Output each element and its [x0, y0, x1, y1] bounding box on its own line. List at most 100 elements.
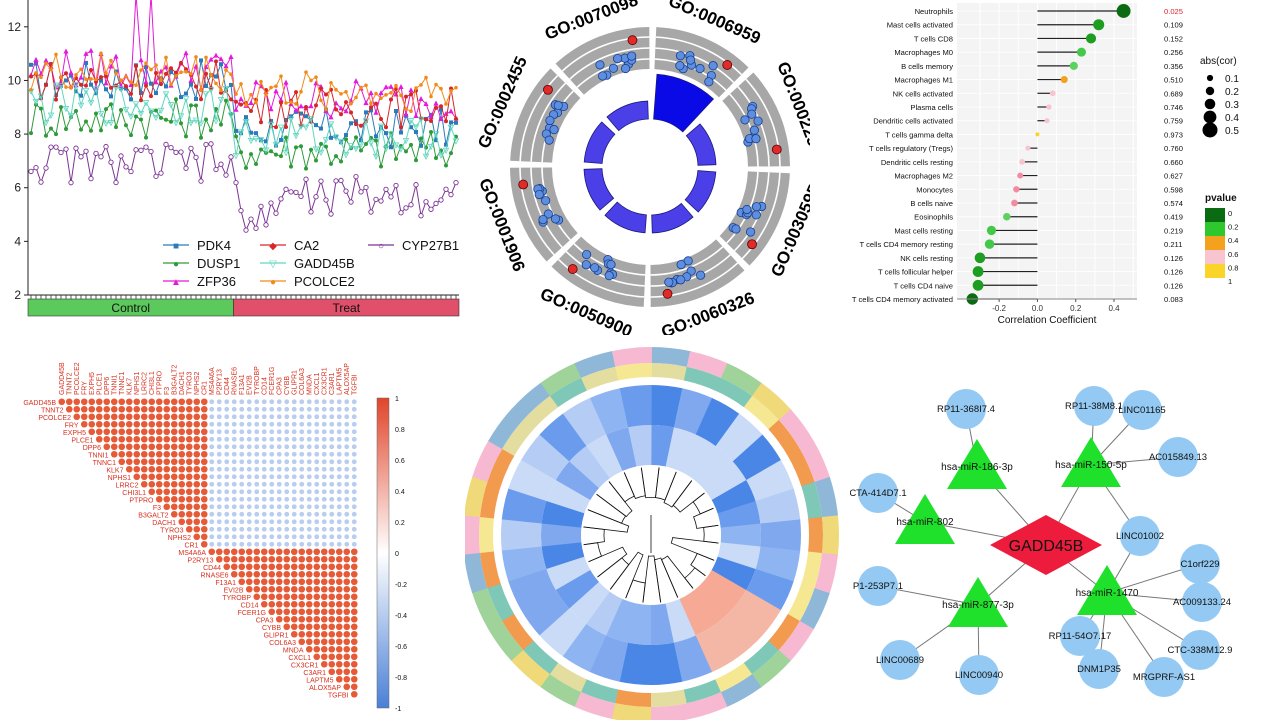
corr-cell [291, 519, 297, 525]
point-DUSP1 [359, 148, 363, 153]
corr-cell [290, 555, 298, 563]
corr-cell [103, 443, 111, 451]
corr-cell [185, 443, 193, 451]
corr-cell [283, 593, 291, 601]
corr-cell [284, 504, 290, 510]
point-GADD45B [197, 120, 205, 127]
corr-cell [216, 489, 222, 495]
point-PCOLCE2 [339, 92, 343, 96]
point-GADD45B [417, 116, 425, 123]
point-PCOLCE2 [144, 61, 148, 65]
point-CA2 [404, 94, 408, 99]
annotation-ring-1 [787, 449, 815, 487]
point-PCOLCE2 [434, 82, 438, 87]
point-PCOLCE2 [424, 75, 428, 80]
go-term-point [747, 239, 757, 250]
corr-cell [276, 459, 282, 465]
point-ZFP36 [238, 95, 244, 101]
point-DUSP1 [134, 114, 138, 119]
corr-cell [299, 541, 305, 547]
corr-cell [261, 451, 267, 457]
annotation-ring-1 [768, 419, 801, 457]
lncrna-node [1158, 437, 1198, 477]
corr-cell [269, 451, 275, 457]
point-PCOLCE2 [334, 87, 338, 92]
annotation-ring-1 [614, 689, 651, 707]
corr-cell [305, 630, 313, 638]
point-CYP27B1 [263, 222, 269, 228]
lncrna-label: AC009133.24 [1173, 597, 1231, 608]
corr-cell [268, 585, 276, 593]
corr-cell [193, 405, 201, 413]
corr-cell [350, 600, 358, 608]
point-PCOLCE2 [74, 72, 78, 77]
point-DUSP1 [204, 117, 208, 122]
point-PCOLCE2 [404, 107, 408, 111]
corr-cell [125, 465, 133, 473]
corr-cell [185, 473, 193, 481]
point-CYP27B1 [103, 143, 109, 150]
corr-cell [320, 600, 328, 608]
point-CA2 [179, 60, 183, 65]
point-CYP27B1 [213, 166, 219, 173]
corr-cell [320, 578, 328, 586]
corr-cell [178, 458, 186, 466]
go-term-point [543, 84, 553, 95]
point-DUSP1 [99, 128, 103, 133]
point-PCOLCE2 [274, 84, 278, 89]
corr-cell [170, 495, 178, 503]
corr-cell [246, 451, 252, 457]
corr-cell [239, 489, 245, 495]
heat-ring-inner [541, 522, 582, 547]
gene-correlation-svg: GADD45BGADD45BTNNT2TNNT2PCOLCE2PCOLCE2FR… [23, 362, 407, 713]
point-ZFP36 [188, 77, 194, 83]
point-CYP27B1 [348, 199, 354, 205]
corr-cell [238, 563, 246, 571]
go-term-point [771, 144, 782, 155]
go-gene-point [742, 204, 752, 215]
corr-cell [329, 511, 335, 517]
annotation-ring-1 [487, 448, 515, 487]
point-CYP27B1 [378, 198, 384, 204]
go-track-line [569, 47, 650, 80]
corr-cell [305, 623, 313, 631]
point-PDK4 [129, 97, 133, 102]
go-track-line [530, 167, 563, 248]
col-gene-label: DPP6 [104, 377, 111, 395]
point-GADD45B [117, 86, 125, 93]
point-CYP27B1 [108, 159, 114, 165]
corr-cell [350, 608, 358, 616]
corr-cell [254, 451, 260, 457]
corr-cell [321, 489, 327, 495]
corr-cell [125, 450, 133, 458]
corr-cell [350, 570, 358, 578]
corr-cell [299, 451, 305, 457]
point-CA2 [334, 107, 338, 112]
point-CYP27B1 [68, 180, 74, 186]
corr-cell [335, 653, 343, 661]
point-GADD45B [267, 121, 275, 129]
corr-cell [246, 399, 252, 405]
cell-type-label: Mast cells activated [887, 21, 953, 30]
col-gene-label: CD14 [261, 377, 268, 395]
annotation-ring-1 [501, 613, 534, 651]
corr-cell [254, 534, 260, 540]
corr-cell [343, 675, 351, 683]
point-ZFP36 [423, 101, 429, 107]
pvalue-label: 0.256 [1164, 48, 1183, 57]
corr-cell [343, 608, 351, 616]
point-CYP27B1 [353, 174, 359, 180]
corr-cell [344, 541, 350, 547]
corr-cell [299, 474, 305, 480]
heat-ring-mid [501, 518, 542, 551]
corr-cell [125, 398, 133, 406]
point-ZFP36 [63, 48, 69, 54]
corr-cell [351, 466, 357, 472]
corr-cell [95, 413, 103, 421]
corr-cell [245, 570, 253, 578]
point-GADD45B [187, 120, 195, 127]
corr-cell [306, 526, 312, 532]
corr-cell [298, 548, 306, 556]
corr-cell [261, 541, 267, 547]
point-GADD45B [162, 91, 170, 98]
